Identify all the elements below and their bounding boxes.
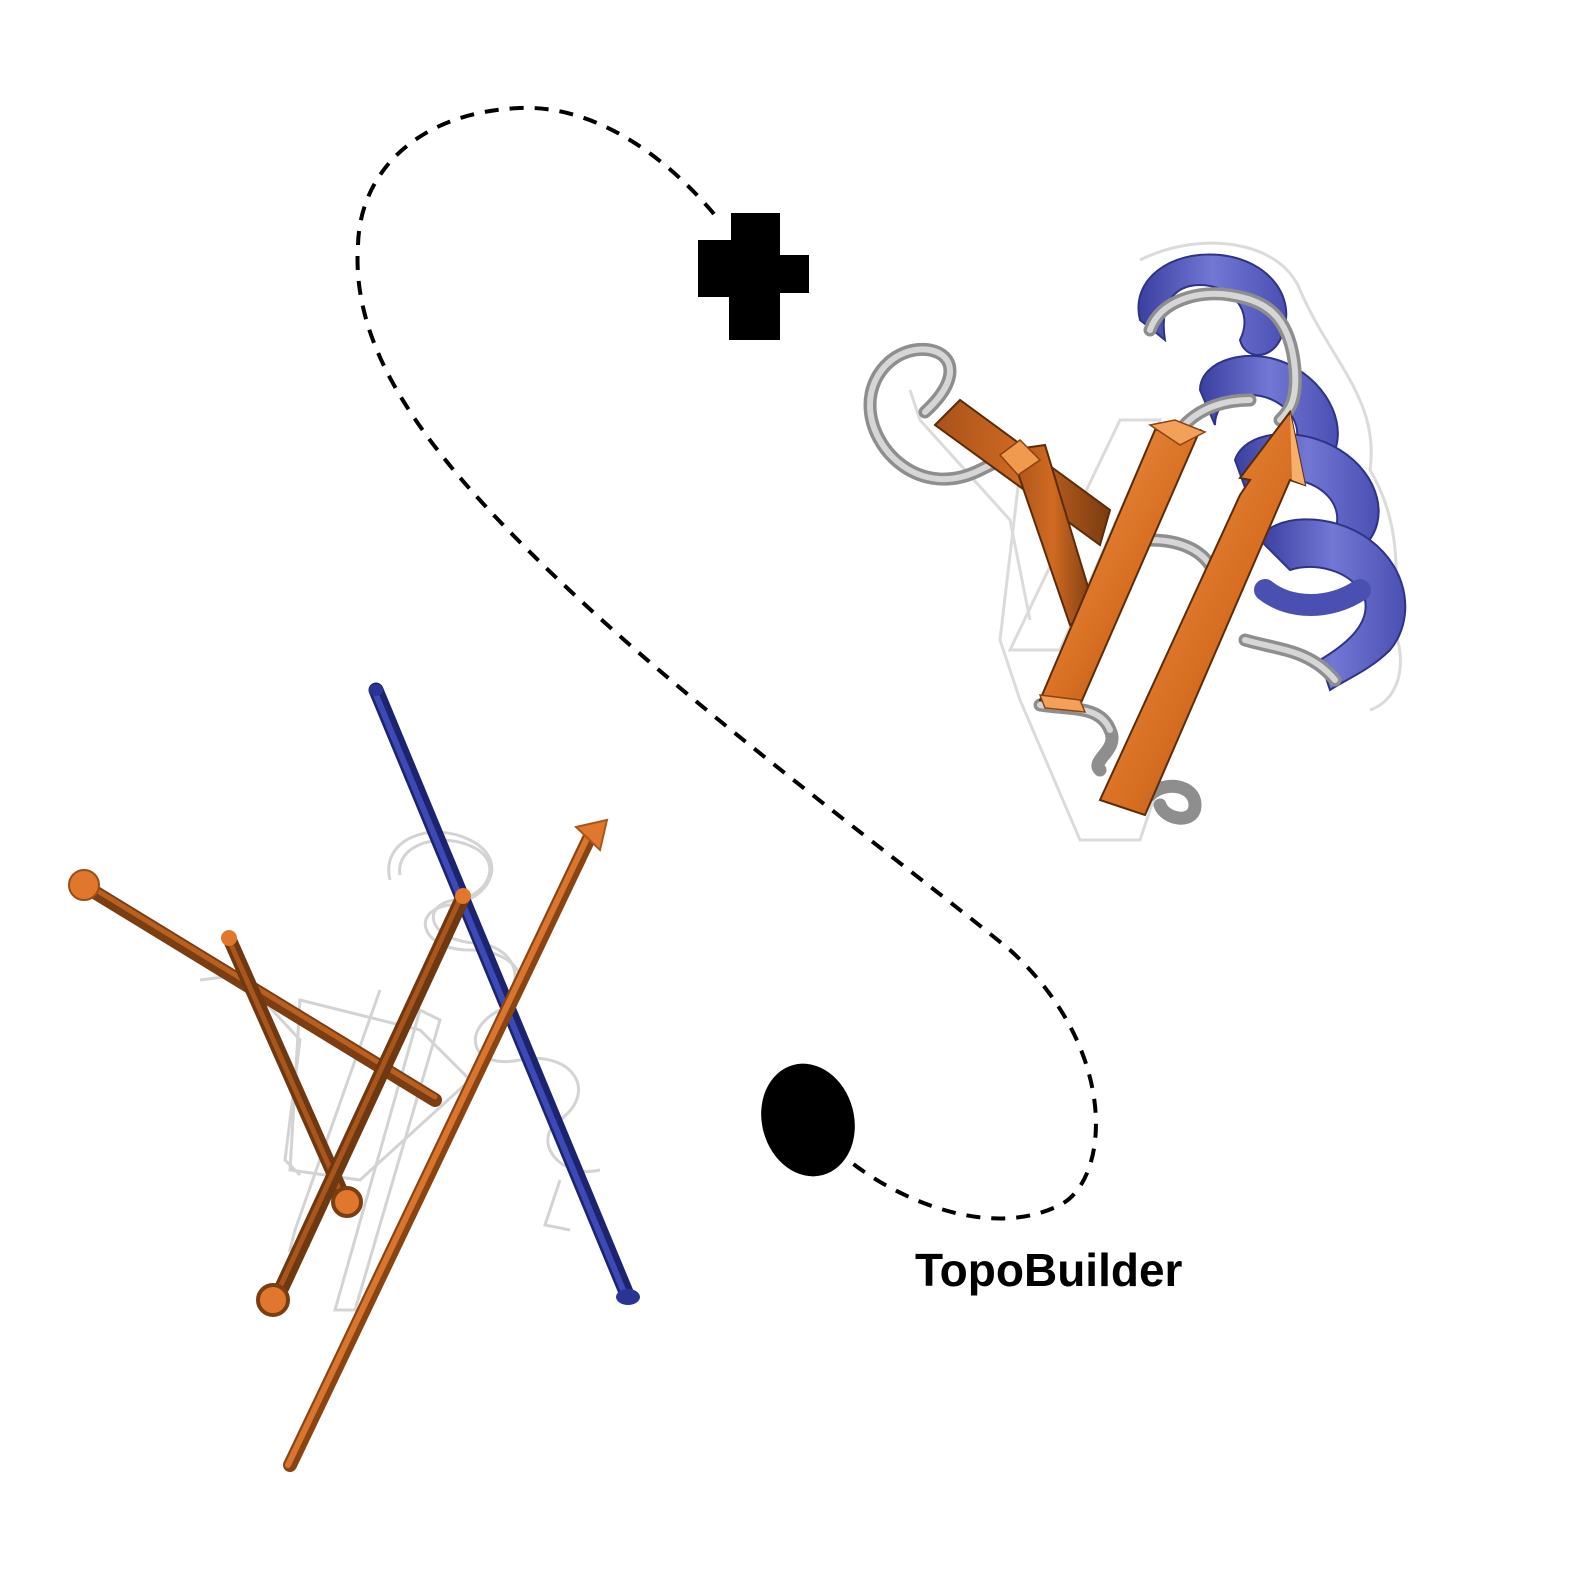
plus-marker bbox=[698, 213, 809, 340]
beta-strand-3 bbox=[1098, 409, 1307, 817]
method-label: TopoBuilder bbox=[915, 1244, 1183, 1296]
ellipse-marker bbox=[761, 1063, 855, 1177]
dashed-process-path bbox=[355, 105, 1098, 1221]
sketch-rods bbox=[68, 682, 640, 1472]
designed-protein-cartoon bbox=[863, 241, 1407, 842]
